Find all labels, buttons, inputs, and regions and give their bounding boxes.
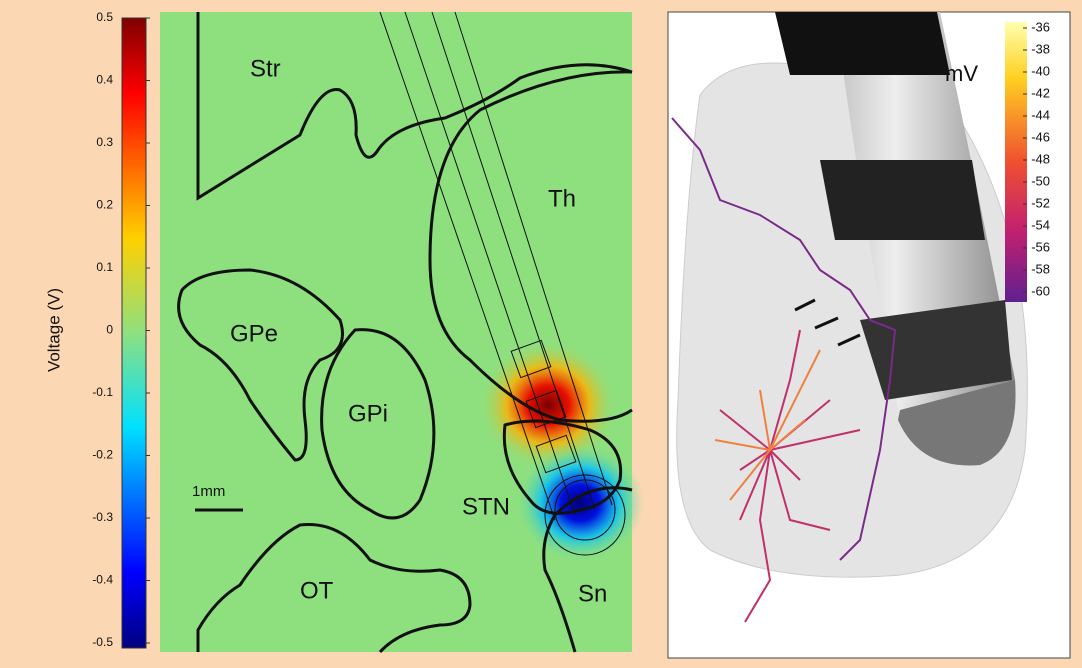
colorbar-tick-label: -46 bbox=[1031, 129, 1050, 144]
colorbar bbox=[122, 18, 146, 648]
scale-bar-label: 1mm bbox=[192, 483, 225, 500]
colorbar-tick-label: 0.1 bbox=[96, 260, 113, 274]
colorbar-unit: mV bbox=[945, 61, 978, 86]
colorbar-tick-label: -0.4 bbox=[92, 573, 113, 587]
colorbar-tick-label: 0.4 bbox=[96, 73, 113, 87]
colorbar-tick-label: 0.5 bbox=[96, 10, 113, 24]
region-label: STN bbox=[462, 493, 510, 520]
colorbar-tick-label: 0 bbox=[106, 323, 113, 337]
colorbar-tick-label: -0.5 bbox=[92, 635, 113, 649]
colorbar-tick-label: -56 bbox=[1031, 239, 1050, 254]
region-label: Str bbox=[250, 55, 281, 82]
colorbar-tick-label: -52 bbox=[1031, 195, 1050, 210]
colorbar-tick-label: -38 bbox=[1031, 41, 1050, 56]
colorbar-tick-label: -50 bbox=[1031, 173, 1050, 188]
colorbar-tick-label: -0.1 bbox=[92, 385, 113, 399]
colorbar-tick-label: -48 bbox=[1031, 151, 1050, 166]
region-label: OT bbox=[300, 577, 334, 604]
region-label: Sn bbox=[578, 580, 607, 607]
colorbar-tick-label: -58 bbox=[1031, 261, 1050, 276]
region-label: GPe bbox=[230, 320, 278, 347]
neuron-view bbox=[668, 12, 1070, 658]
colorbar-tick-label: -36 bbox=[1031, 19, 1050, 34]
colorbar-tick-label: -44 bbox=[1031, 107, 1050, 122]
colorbar-label: Voltage (V) bbox=[44, 288, 63, 372]
colorbar-tick-label: -54 bbox=[1031, 217, 1050, 232]
figure: Voltage (V) Str Th GPe GPi STN OT Sn 1mm bbox=[0, 0, 1082, 668]
colorbar-tick-label: 0.2 bbox=[96, 198, 113, 212]
region-label: Th bbox=[548, 185, 576, 212]
colorbar-tick-label: -0.3 bbox=[92, 510, 113, 524]
colorbar-tick-label: -42 bbox=[1031, 85, 1050, 100]
colorbar-tick-label: 0.3 bbox=[96, 135, 113, 149]
region-label: GPi bbox=[348, 400, 388, 427]
colorbar-tick-label: -0.2 bbox=[92, 448, 113, 462]
colorbar-tick-label: -60 bbox=[1031, 283, 1050, 298]
colorbar-tick-label: -40 bbox=[1031, 63, 1050, 78]
